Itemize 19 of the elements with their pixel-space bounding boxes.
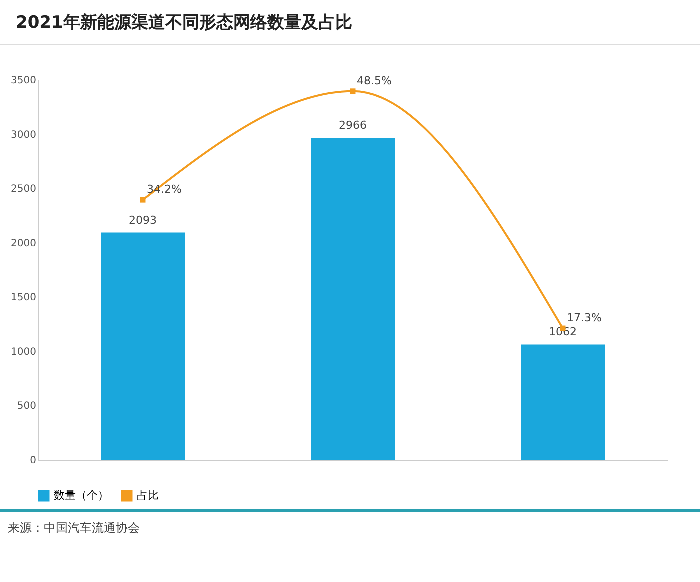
y-tick-label: 3500 (11, 76, 36, 86)
y-tick-label: 2000 (11, 238, 36, 250)
y-tick-label: 1000 (11, 346, 36, 358)
y-tick-label: 2500 (11, 184, 36, 196)
y-tick-label: 1500 (11, 292, 36, 304)
legend-label: 占比 (137, 489, 159, 502)
data-label: 48.5% (357, 74, 392, 88)
legend-label: 数量（个） (54, 489, 109, 502)
data-label: 2093 (129, 214, 157, 227)
y-tick-label: 500 (17, 401, 36, 412)
bar (101, 232, 185, 460)
data-label: 17.3% (567, 312, 602, 325)
chart-title: 2021年新能源渠道不同形态网络数量及占比 (0, 0, 700, 45)
bar (311, 138, 395, 460)
data-label: 2966 (339, 118, 367, 132)
y-tick-label: 0 (30, 456, 36, 466)
source-note: 来源：中国汽车流通协会 (0, 509, 700, 545)
y-tick-label: 3000 (11, 130, 36, 141)
bar (521, 344, 605, 460)
